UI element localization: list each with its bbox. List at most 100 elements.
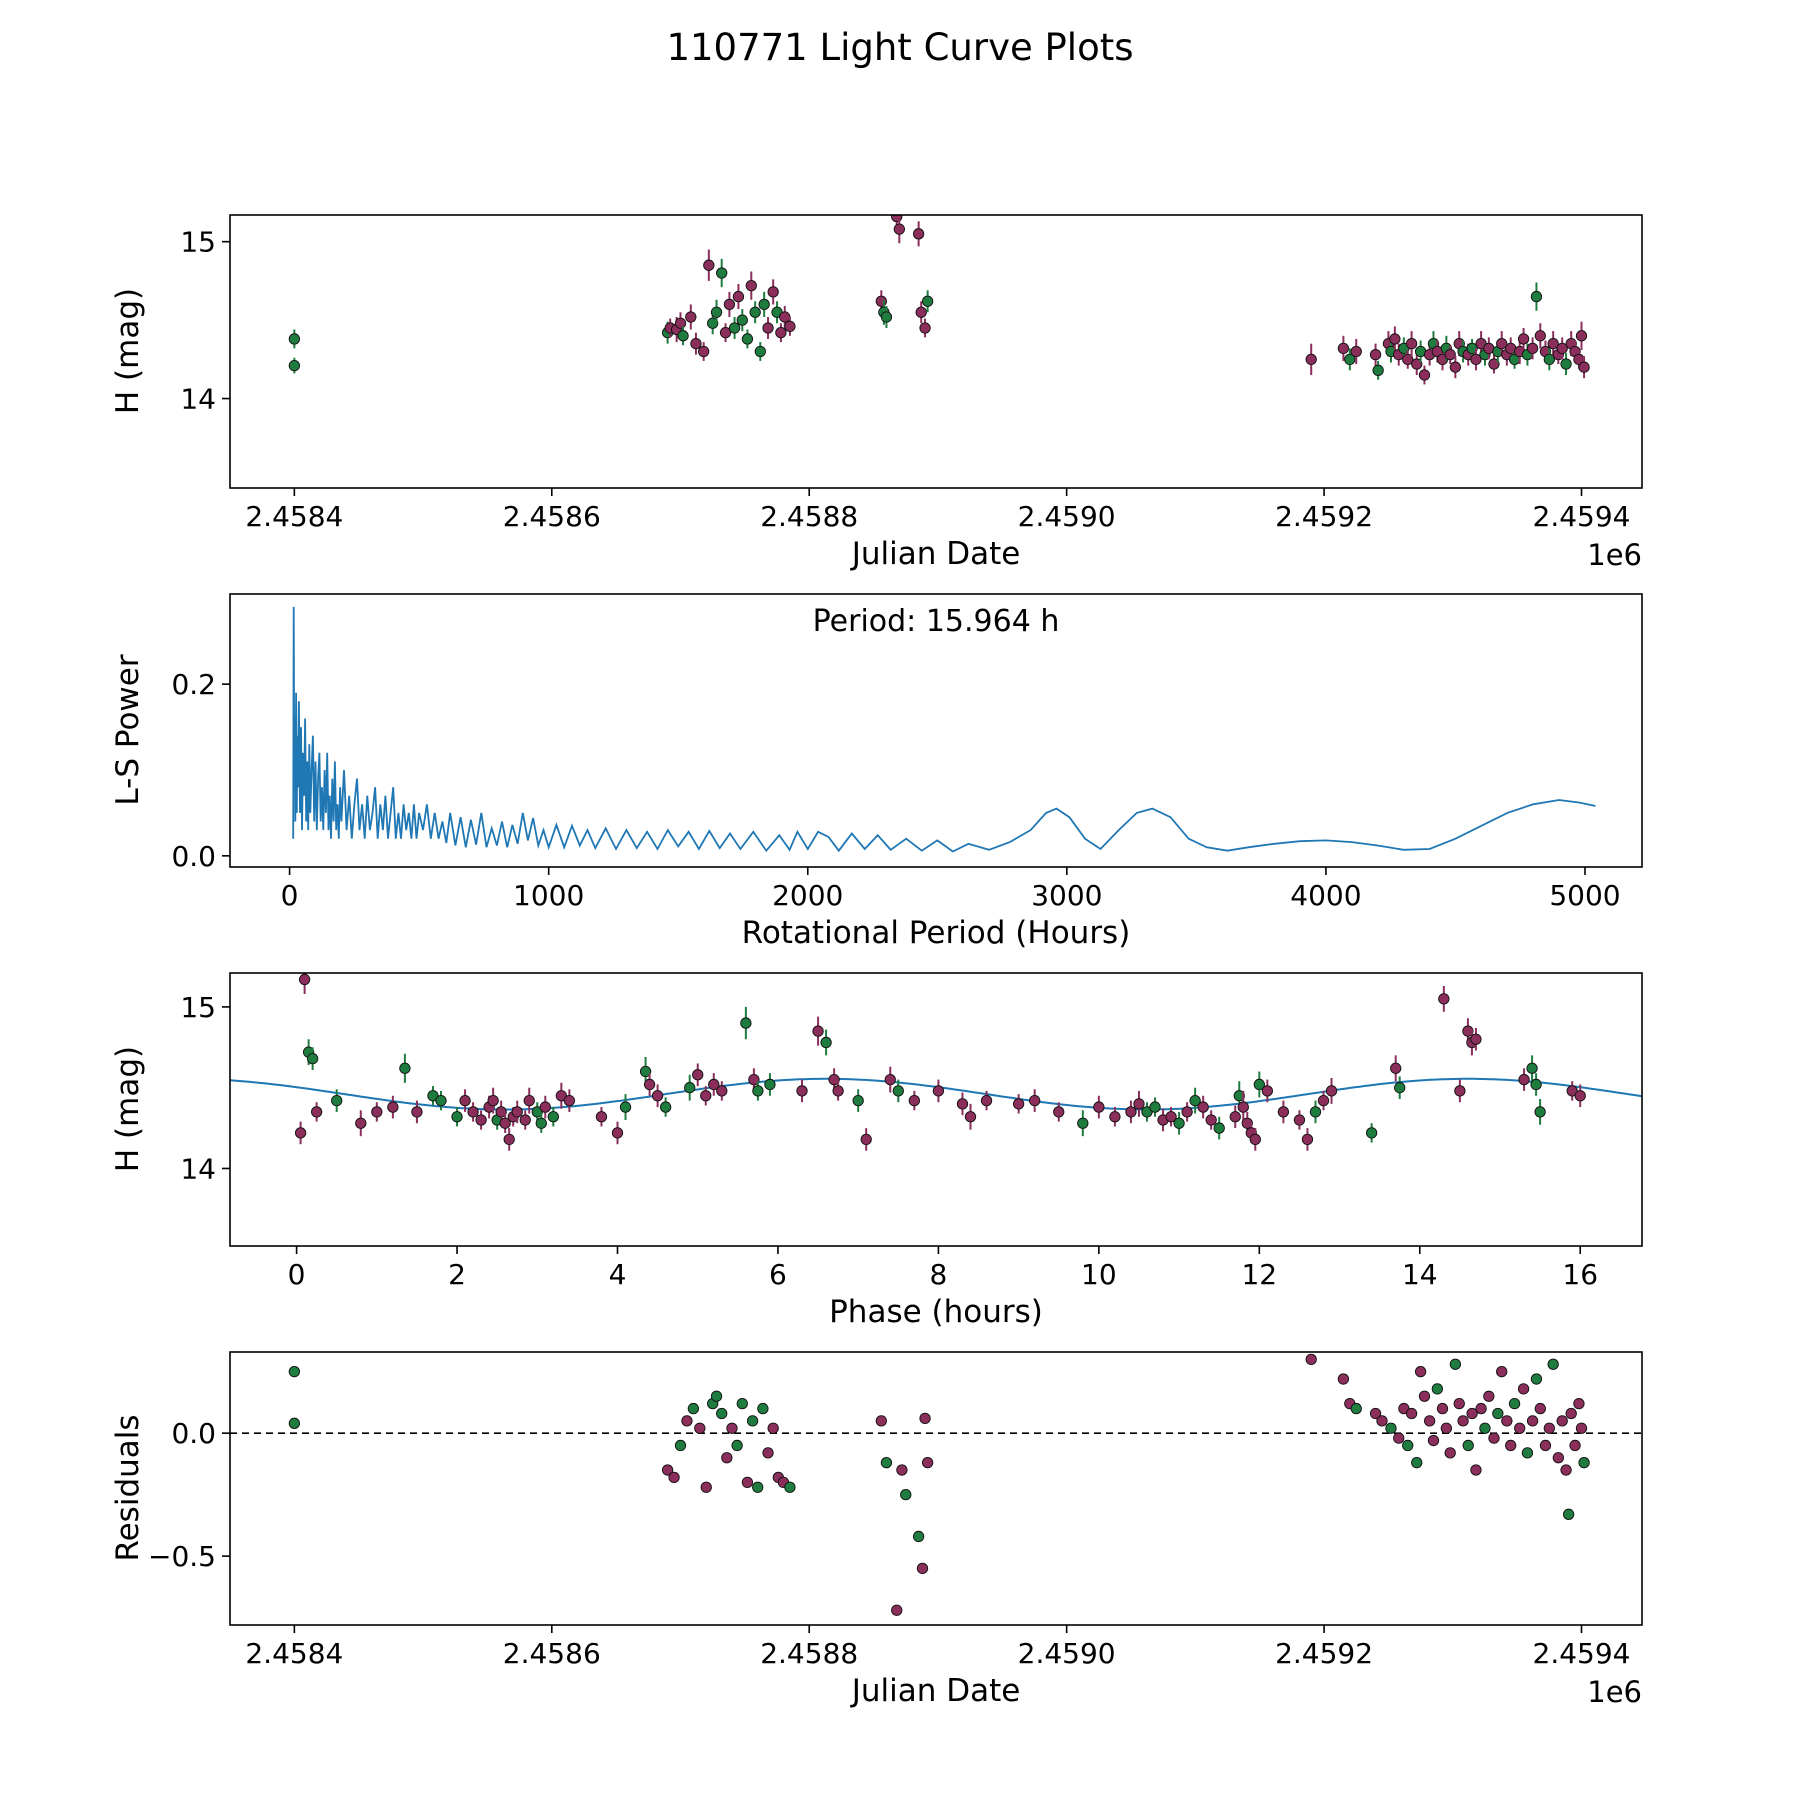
data-point: [1501, 1415, 1513, 1427]
data-point: [1492, 1407, 1504, 1420]
data-point: [1277, 1106, 1290, 1118]
data-point: [915, 306, 927, 318]
data-point: [619, 1101, 632, 1113]
data-point: [451, 1111, 463, 1123]
data-point: [896, 1464, 908, 1476]
x-tick-label: 2000: [772, 879, 843, 912]
y-tick-label: 15: [180, 226, 216, 259]
data-point: [1133, 1098, 1145, 1110]
x-tick-label: 2.4586: [503, 1637, 601, 1670]
data-point: [1543, 1422, 1555, 1434]
data-point: [459, 1094, 471, 1107]
data-point: [1483, 1390, 1495, 1402]
data-point: [852, 1094, 864, 1107]
data-point: [1109, 1111, 1121, 1123]
data-point: [1440, 1422, 1453, 1434]
data-points: [288, 1353, 1590, 1616]
data-point: [721, 1452, 733, 1464]
y-axis-label-ls-power: L-S Power: [110, 654, 146, 806]
data-point: [1578, 361, 1590, 373]
data-point: [294, 1127, 307, 1139]
data-point: [563, 1094, 576, 1107]
data-point: [668, 1471, 680, 1484]
data-point: [736, 314, 748, 326]
data-point: [387, 1101, 399, 1113]
data-point: [1253, 1078, 1265, 1091]
data-point: [1405, 1407, 1418, 1420]
data-point: [674, 317, 687, 329]
lightcurve-jd-plot: 2.4584 2.4586 2.4588 2.4590 2.4592 2.4594 14 15: [180, 214, 1643, 533]
data-point: [762, 1447, 774, 1459]
data-point: [1293, 1114, 1306, 1126]
data-point: [1514, 1422, 1526, 1434]
data-point: [784, 320, 796, 333]
data-point: [1556, 1415, 1568, 1427]
data-point: [754, 345, 766, 358]
data-point: [1569, 1439, 1581, 1452]
data-point: [1488, 1432, 1500, 1444]
data-point: [820, 1036, 832, 1049]
data-point: [1526, 1062, 1538, 1074]
data-point: [288, 333, 301, 345]
data-point: [1573, 1397, 1585, 1410]
data-point: [643, 1078, 656, 1091]
data-point: [639, 1065, 652, 1078]
data-point: [884, 1073, 896, 1086]
x-axis-offset-top: 1e6: [1587, 538, 1642, 572]
data-point: [732, 290, 745, 303]
x-tick-label: 2.4590: [1018, 500, 1116, 533]
data-point: [499, 1117, 511, 1129]
data-point: [1562, 1508, 1575, 1520]
data-point: [288, 1417, 301, 1429]
data-point: [784, 1481, 796, 1493]
data-point: [595, 1111, 608, 1123]
data-point: [748, 1073, 760, 1086]
data-point: [764, 1078, 776, 1091]
data-point: [1575, 1422, 1588, 1434]
axes-frame: [229, 593, 1643, 868]
periodogram-plot: 0 1000 2000 3000 4000 5000 0.0 0.2: [171, 593, 1643, 912]
data-point: [916, 1562, 929, 1575]
data-point: [875, 1415, 887, 1427]
data-point: [1189, 1094, 1201, 1107]
data-point: [1233, 1090, 1245, 1102]
axes-frame: [229, 972, 1643, 1247]
plot-content: [288, 215, 1590, 385]
data-point: [912, 228, 925, 240]
data-point: [880, 311, 893, 323]
y-tick-label: 15: [180, 991, 216, 1024]
y-tick-label: 14: [180, 1152, 216, 1185]
x-tick-label: 4000: [1290, 879, 1361, 912]
data-point: [700, 1090, 712, 1102]
x-axis-offset-bottom: 1e6: [1587, 1675, 1642, 1709]
data-point: [1093, 1101, 1105, 1113]
axes-frame: [229, 214, 1643, 489]
data-point: [762, 322, 774, 334]
data-point: [1414, 1366, 1427, 1378]
x-tick-label: 5000: [1549, 879, 1620, 912]
data-point: [716, 1407, 728, 1420]
data-point: [611, 1127, 624, 1139]
x-tick-label: 0: [281, 879, 299, 912]
data-point: [1309, 1106, 1322, 1118]
data-point: [891, 1604, 903, 1616]
data-point: [1402, 1439, 1414, 1452]
x-tick-label: 16: [1562, 1258, 1598, 1291]
y-axis-label-h-mag: H (mag): [110, 287, 146, 415]
data-point: [547, 1111, 559, 1123]
data-point: [1389, 333, 1401, 345]
data-point: [1197, 1101, 1209, 1113]
data-point: [1517, 333, 1530, 345]
x-tick-label: 2.4592: [1275, 500, 1373, 533]
data-point: [1149, 1101, 1161, 1113]
data-point: [860, 1133, 872, 1146]
data-point: [495, 1106, 507, 1118]
data-point: [288, 1366, 301, 1378]
data-point: [731, 1439, 743, 1452]
data-point: [752, 1085, 764, 1097]
data-point: [741, 1476, 754, 1489]
period-annotation: Period: 15.964 h: [812, 604, 1060, 639]
x-tick-label: 6: [769, 1258, 787, 1291]
data-point: [1423, 1415, 1436, 1427]
data-point: [1372, 364, 1384, 376]
